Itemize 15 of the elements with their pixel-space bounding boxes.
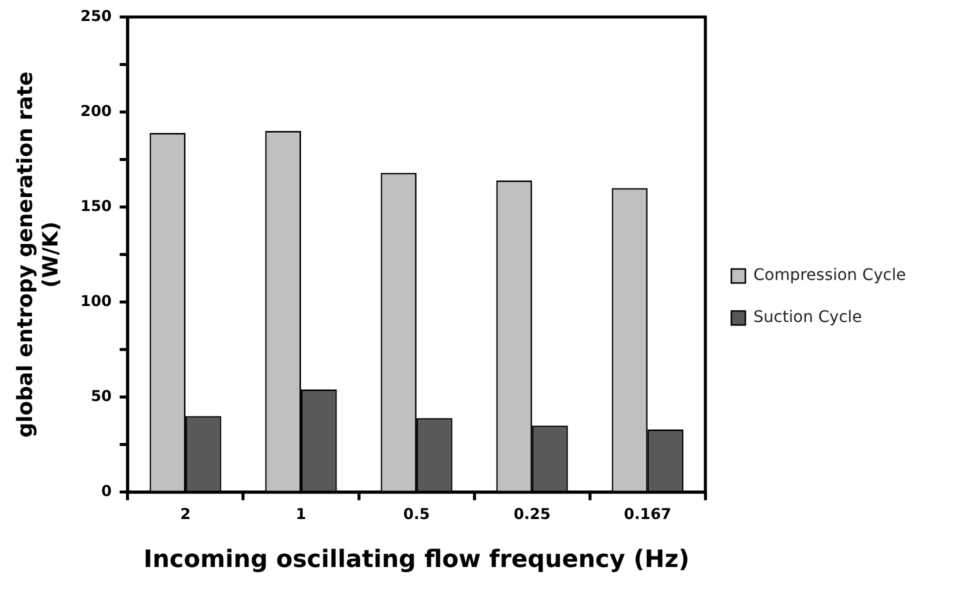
y-tick-label: 200 <box>80 102 112 120</box>
x-tick-label: 0.167 <box>624 505 672 524</box>
x-tick-label: 2 <box>180 505 191 524</box>
legend-label: Compression Cycle <box>753 265 906 284</box>
y-axis-title: global entropy generation rate (W/K) <box>13 72 62 438</box>
x-tick-label: 1 <box>296 505 306 524</box>
x-tick-label: 0.25 <box>514 505 551 524</box>
y-tick-label: 50 <box>90 387 112 406</box>
y-tick-label: 150 <box>80 196 112 215</box>
x-axis-title: Incoming oscillating flow frequency (Hz) <box>144 544 690 573</box>
y-tick-label: 100 <box>80 292 112 310</box>
x-tick-label: 0.5 <box>403 505 430 524</box>
y-tick-label: 250 <box>80 6 112 25</box>
y-tick-label: 0 <box>101 482 112 500</box>
legend-label: Suction Cycle <box>753 307 862 326</box>
